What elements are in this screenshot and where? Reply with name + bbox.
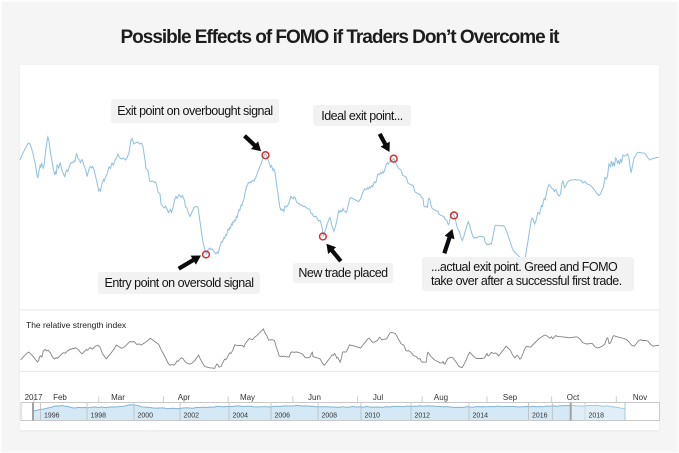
svg-text:Jul: Jul [373, 393, 383, 402]
svg-text:2006: 2006 [275, 413, 291, 420]
svg-text:2004: 2004 [233, 413, 249, 420]
svg-text:1996: 1996 [44, 413, 60, 420]
svg-text:Oct: Oct [567, 393, 580, 402]
svg-text:2014: 2014 [473, 413, 489, 420]
svg-text:Nov: Nov [633, 393, 647, 402]
svg-text:2002: 2002 [184, 413, 200, 420]
svg-text:2018: 2018 [589, 413, 605, 420]
svg-text:Jun: Jun [308, 393, 321, 402]
svg-text:Apr: Apr [178, 393, 191, 402]
svg-text:Mar: Mar [111, 393, 125, 402]
svg-text:Feb: Feb [53, 393, 67, 402]
svg-text:2017: 2017 [25, 393, 43, 402]
svg-text:2010: 2010 [365, 413, 381, 420]
svg-text:May: May [240, 393, 255, 402]
svg-text:2016: 2016 [532, 413, 548, 420]
svg-text:2000: 2000 [138, 413, 154, 420]
svg-text:2012: 2012 [415, 413, 431, 420]
svg-text:Aug: Aug [434, 393, 448, 402]
svg-text:1998: 1998 [91, 413, 107, 420]
svg-text:2008: 2008 [322, 413, 338, 420]
svg-text:Sep: Sep [503, 393, 518, 402]
svg-text:The relative strength index: The relative strength index [26, 320, 127, 330]
